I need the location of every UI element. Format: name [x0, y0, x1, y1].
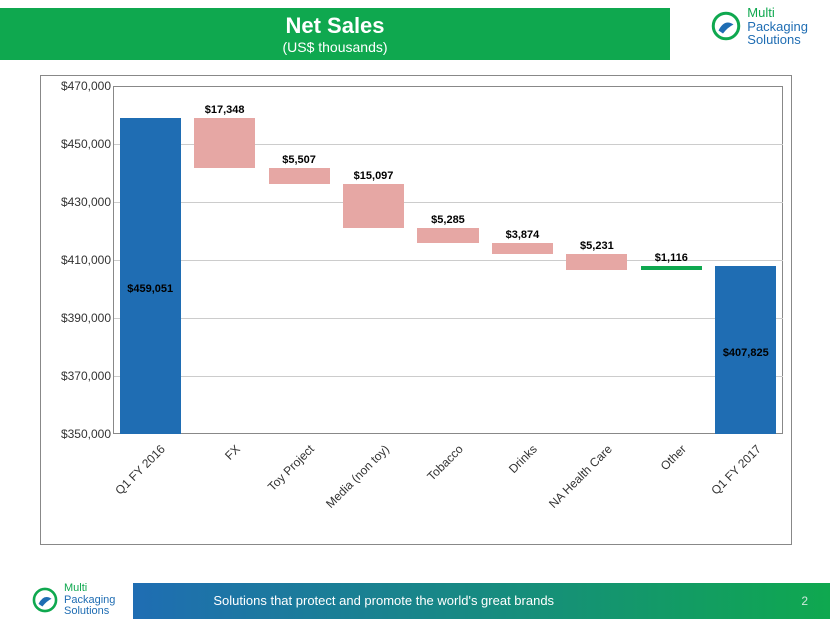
y-gridline: [114, 318, 783, 319]
footer-logo: Multi Packaging Solutions: [32, 583, 115, 618]
y-tick-label: $370,000: [41, 369, 111, 383]
bar-label: $3,874: [492, 229, 553, 241]
logo-line3: Solutions: [747, 33, 808, 47]
bar-label: $15,097: [343, 170, 404, 182]
footer-bar: Solutions that protect and promote the w…: [133, 583, 830, 619]
bar-label: $1,116: [641, 252, 702, 264]
y-tick-label: $350,000: [41, 427, 111, 441]
y-gridline: [114, 376, 783, 377]
logo-swirl-icon: [32, 587, 58, 613]
logo-line1: Multi: [747, 6, 808, 20]
footer-logo-text: Multi Packaging Solutions: [64, 583, 115, 618]
logo-top: Multi Packaging Solutions: [711, 6, 808, 47]
footer-tagline: Solutions that protect and promote the w…: [213, 593, 801, 608]
y-gridline: [114, 202, 783, 203]
bar-label: $5,507: [269, 154, 330, 166]
y-tick-label: $390,000: [41, 311, 111, 325]
bar-label: $459,051: [120, 283, 181, 295]
bar-toy-project: [269, 168, 330, 184]
y-tick-label: $470,000: [41, 79, 111, 93]
y-tick-label: $450,000: [41, 137, 111, 151]
bar-drinks: [492, 243, 553, 254]
footer-logo-line3: Solutions: [64, 606, 115, 618]
logo-swirl-icon: [711, 11, 741, 41]
bar-tobacco: [417, 228, 478, 243]
bar-label: $17,348: [194, 104, 255, 116]
slide-subtitle: (US$ thousands): [282, 39, 387, 55]
bar-q1-fy-2016: [120, 118, 181, 434]
footer: Multi Packaging Solutions Solutions that…: [0, 578, 830, 623]
bar-label: $5,285: [417, 214, 478, 226]
bar-fx: [194, 118, 255, 168]
bar-media-non-toy-: [343, 184, 404, 228]
bar-label: $407,825: [715, 347, 776, 359]
y-tick-label: $430,000: [41, 195, 111, 209]
footer-logo-line1: Multi: [64, 583, 115, 595]
bar-label: $5,231: [566, 240, 627, 252]
footer-page-number: 2: [801, 594, 808, 608]
bar-na-health-care: [566, 254, 627, 269]
slide-title: Net Sales: [285, 13, 384, 39]
bar-other: [641, 266, 702, 269]
logo-text: Multi Packaging Solutions: [747, 6, 808, 47]
slide: Net Sales (US$ thousands) Multi Packagin…: [0, 0, 830, 623]
logo-line2: Packaging: [747, 20, 808, 34]
chart: $350,000 $370,000 $390,000 $410,000 $430,000…: [40, 75, 792, 545]
y-tick-label: $410,000: [41, 253, 111, 267]
header-bar: Net Sales (US$ thousands): [0, 8, 670, 60]
